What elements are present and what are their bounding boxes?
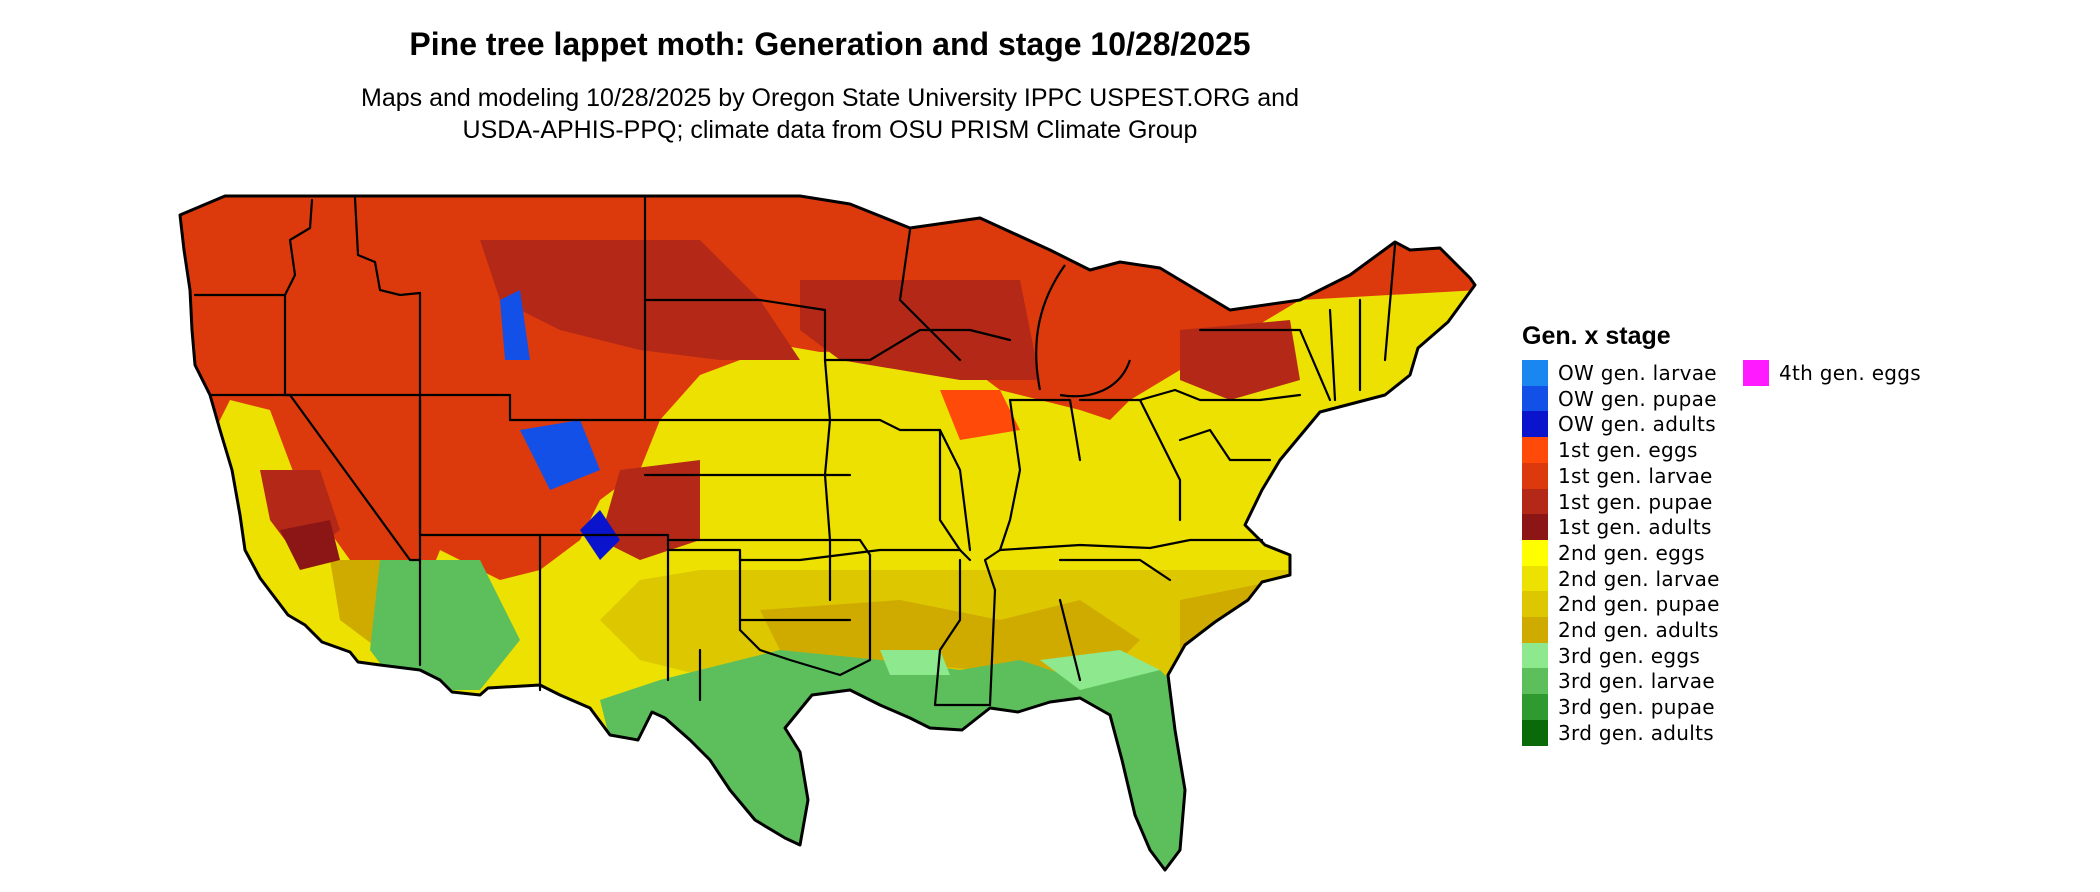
legend-label: 2nd gen. eggs xyxy=(1558,541,1705,565)
legend-swatch xyxy=(1522,668,1548,694)
legend-label: OW gen. larvae xyxy=(1558,361,1717,385)
legend-swatch xyxy=(1743,360,1769,386)
legend-label: 1st gen. larvae xyxy=(1558,464,1713,488)
legend-swatch xyxy=(1522,463,1548,489)
legend-swatch xyxy=(1522,694,1548,720)
legend-label: 3rd gen. eggs xyxy=(1558,644,1701,668)
legend-label: 2nd gen. pupae xyxy=(1558,592,1720,616)
legend-swatch xyxy=(1522,540,1548,566)
legend-swatch xyxy=(1522,591,1548,617)
legend-label: 3rd gen. adults xyxy=(1558,721,1714,745)
legend-label: 1st gen. pupae xyxy=(1558,490,1713,514)
legend-swatch xyxy=(1522,489,1548,515)
legend-label: 3rd gen. pupae xyxy=(1558,695,1715,719)
legend-swatch xyxy=(1522,566,1548,592)
legend-swatch xyxy=(1522,437,1548,463)
legend-swatch xyxy=(1522,617,1548,643)
legend-label: 2nd gen. adults xyxy=(1558,618,1719,642)
legend-swatch xyxy=(1522,360,1548,386)
us-generation-stage-map xyxy=(178,194,1477,872)
legend-label: 3rd gen. larvae xyxy=(1558,669,1715,693)
map-subtitle-line-2: USDA-APHIS-PPQ; climate data from OSU PR… xyxy=(462,116,1198,144)
legend-label: 1st gen. eggs xyxy=(1558,438,1698,462)
legend-label: OW gen. pupae xyxy=(1558,387,1717,411)
legend-label: 1st gen. adults xyxy=(1558,515,1712,539)
legend-label: OW gen. adults xyxy=(1558,412,1716,436)
map-title: Pine tree lappet moth: Generation and st… xyxy=(409,26,1251,62)
legend-swatch xyxy=(1522,386,1548,412)
legend-title: Gen. x stage xyxy=(1522,322,1671,350)
legend-label: 4th gen. eggs xyxy=(1779,361,1922,385)
legend-swatch xyxy=(1522,643,1548,669)
legend-swatch xyxy=(1522,514,1548,540)
legend-label: 2nd gen. larvae xyxy=(1558,567,1720,591)
legend-swatch xyxy=(1522,411,1548,437)
map-subtitle-line-1: Maps and modeling 10/28/2025 by Oregon S… xyxy=(361,84,1299,112)
legend-swatch xyxy=(1522,720,1548,746)
